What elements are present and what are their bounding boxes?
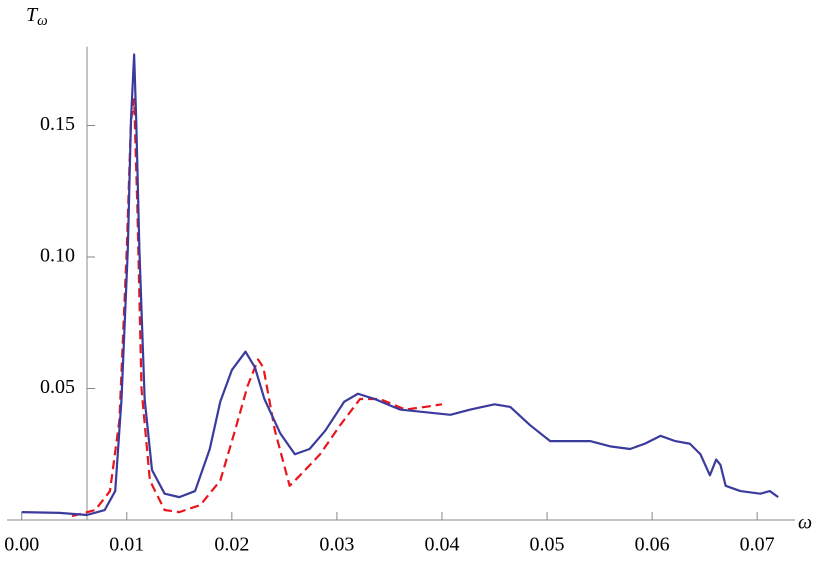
y-axis-label-main: T — [26, 4, 39, 26]
series-line — [71, 98, 443, 518]
x-tick-label: 0.07 — [740, 534, 775, 556]
series-line — [21, 53, 779, 517]
x-tick-label: 0.06 — [635, 534, 670, 556]
y-axis-label: Tω — [26, 4, 48, 30]
x-tick-label: 0.02 — [214, 534, 249, 556]
y-tick-label: 0.10 — [40, 245, 75, 267]
x-tick-label: 0.04 — [424, 534, 459, 556]
x-tick-label: 0.00 — [4, 534, 39, 556]
y-tick-label: 0.15 — [40, 113, 75, 135]
x-axis-label: ω — [798, 512, 812, 534]
y-axis-label-sub: ω — [37, 13, 48, 29]
x-tick-label: 0.03 — [319, 534, 354, 556]
x-tick-label: 0.01 — [109, 534, 144, 556]
y-tick-label: 0.05 — [40, 376, 75, 398]
x-tick-label: 0.05 — [530, 534, 565, 556]
